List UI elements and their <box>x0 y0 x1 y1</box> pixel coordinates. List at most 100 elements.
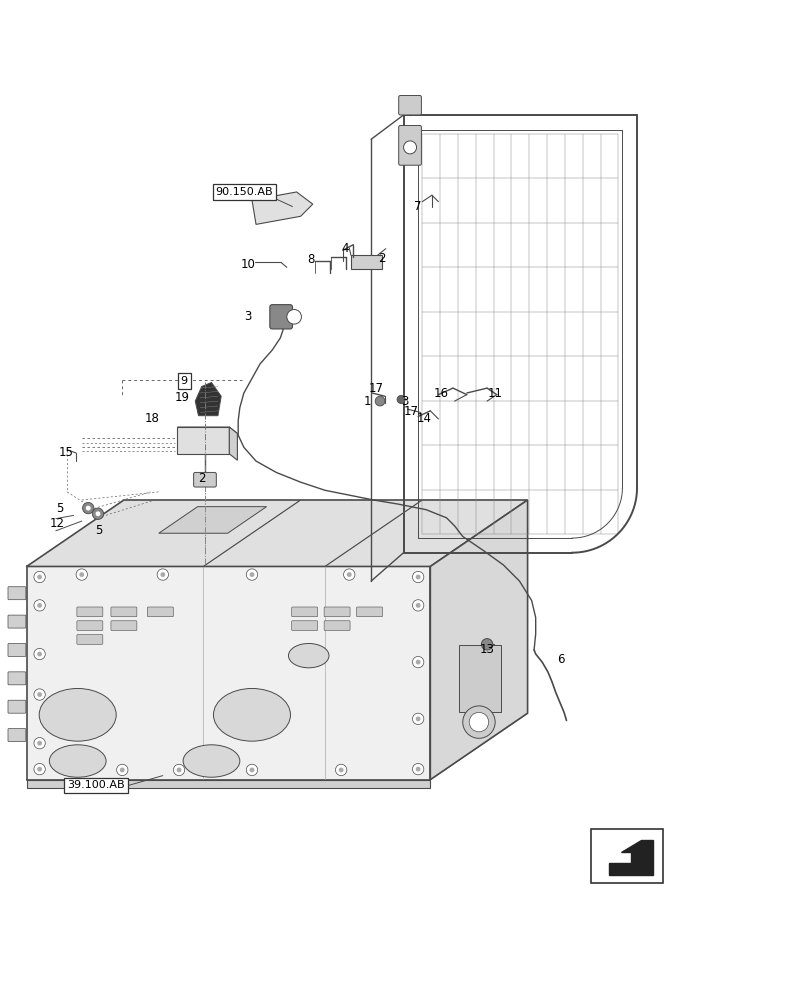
FancyBboxPatch shape <box>8 672 26 685</box>
Polygon shape <box>27 566 430 780</box>
FancyBboxPatch shape <box>8 615 26 628</box>
Text: 7: 7 <box>414 200 421 213</box>
Polygon shape <box>251 192 312 224</box>
Circle shape <box>415 767 420 772</box>
FancyBboxPatch shape <box>8 700 26 713</box>
Circle shape <box>246 569 257 580</box>
Polygon shape <box>177 427 229 454</box>
Polygon shape <box>27 713 527 780</box>
Text: 8: 8 <box>307 253 314 266</box>
Polygon shape <box>608 840 652 875</box>
Circle shape <box>403 141 416 154</box>
Circle shape <box>37 692 42 697</box>
Circle shape <box>415 660 420 665</box>
Circle shape <box>412 763 423 775</box>
Polygon shape <box>430 500 527 780</box>
Circle shape <box>120 768 125 772</box>
Circle shape <box>173 764 184 776</box>
FancyBboxPatch shape <box>291 607 317 617</box>
Polygon shape <box>159 507 266 533</box>
Circle shape <box>246 764 257 776</box>
Circle shape <box>415 716 420 721</box>
Circle shape <box>338 768 343 772</box>
FancyBboxPatch shape <box>8 729 26 742</box>
Circle shape <box>34 763 45 775</box>
Circle shape <box>92 508 104 519</box>
Circle shape <box>96 511 101 516</box>
FancyBboxPatch shape <box>111 607 137 617</box>
Text: 12: 12 <box>49 517 64 530</box>
FancyBboxPatch shape <box>324 621 350 631</box>
Text: 14: 14 <box>416 412 431 425</box>
Circle shape <box>412 600 423 611</box>
Circle shape <box>249 572 254 577</box>
Text: 19: 19 <box>174 391 190 404</box>
FancyBboxPatch shape <box>291 621 317 631</box>
Text: 2: 2 <box>378 252 385 265</box>
Text: 10: 10 <box>240 258 255 271</box>
Circle shape <box>375 396 384 406</box>
Circle shape <box>34 689 45 700</box>
Text: 9: 9 <box>180 376 187 386</box>
FancyBboxPatch shape <box>111 621 137 631</box>
Polygon shape <box>229 427 237 460</box>
Ellipse shape <box>213 688 290 741</box>
Circle shape <box>76 569 88 580</box>
Circle shape <box>157 569 169 580</box>
Text: 6: 6 <box>556 653 564 666</box>
Circle shape <box>37 652 42 656</box>
Circle shape <box>176 768 181 772</box>
Circle shape <box>415 603 420 608</box>
Text: 13: 13 <box>479 643 494 656</box>
Circle shape <box>34 571 45 583</box>
Polygon shape <box>27 780 430 788</box>
Text: 1: 1 <box>363 395 371 408</box>
FancyBboxPatch shape <box>590 829 662 883</box>
FancyBboxPatch shape <box>398 96 421 115</box>
Ellipse shape <box>49 745 106 777</box>
Ellipse shape <box>39 688 116 741</box>
Text: 5: 5 <box>95 524 102 537</box>
Circle shape <box>397 395 405 404</box>
Text: 11: 11 <box>487 387 502 400</box>
Text: 3: 3 <box>243 310 251 323</box>
Circle shape <box>34 600 45 611</box>
Circle shape <box>37 575 42 579</box>
Circle shape <box>117 764 128 776</box>
Circle shape <box>37 603 42 608</box>
FancyBboxPatch shape <box>77 635 103 644</box>
Circle shape <box>346 572 351 577</box>
Circle shape <box>37 741 42 746</box>
Circle shape <box>469 712 488 732</box>
Polygon shape <box>27 500 527 566</box>
FancyBboxPatch shape <box>77 607 103 617</box>
FancyBboxPatch shape <box>398 125 421 165</box>
FancyBboxPatch shape <box>356 607 382 617</box>
Circle shape <box>249 768 254 772</box>
Circle shape <box>37 767 42 772</box>
Text: 17: 17 <box>403 405 418 418</box>
FancyBboxPatch shape <box>8 587 26 600</box>
Circle shape <box>79 572 84 577</box>
Circle shape <box>83 502 94 514</box>
Circle shape <box>34 738 45 749</box>
Circle shape <box>481 639 492 650</box>
FancyBboxPatch shape <box>77 621 103 631</box>
FancyBboxPatch shape <box>324 607 350 617</box>
Text: 5: 5 <box>56 502 63 515</box>
Circle shape <box>415 575 420 579</box>
Circle shape <box>161 572 165 577</box>
Text: 4: 4 <box>341 242 348 255</box>
Ellipse shape <box>182 745 239 777</box>
Polygon shape <box>177 427 237 434</box>
FancyBboxPatch shape <box>458 645 500 712</box>
Text: 90.150.AB: 90.150.AB <box>215 187 272 197</box>
Text: 2: 2 <box>198 472 206 485</box>
Circle shape <box>412 656 423 668</box>
Text: 16: 16 <box>433 387 448 400</box>
FancyBboxPatch shape <box>148 607 173 617</box>
Text: 3: 3 <box>401 395 408 408</box>
Text: 39.100.AB: 39.100.AB <box>67 780 125 790</box>
FancyBboxPatch shape <box>269 305 292 329</box>
Circle shape <box>335 764 346 776</box>
